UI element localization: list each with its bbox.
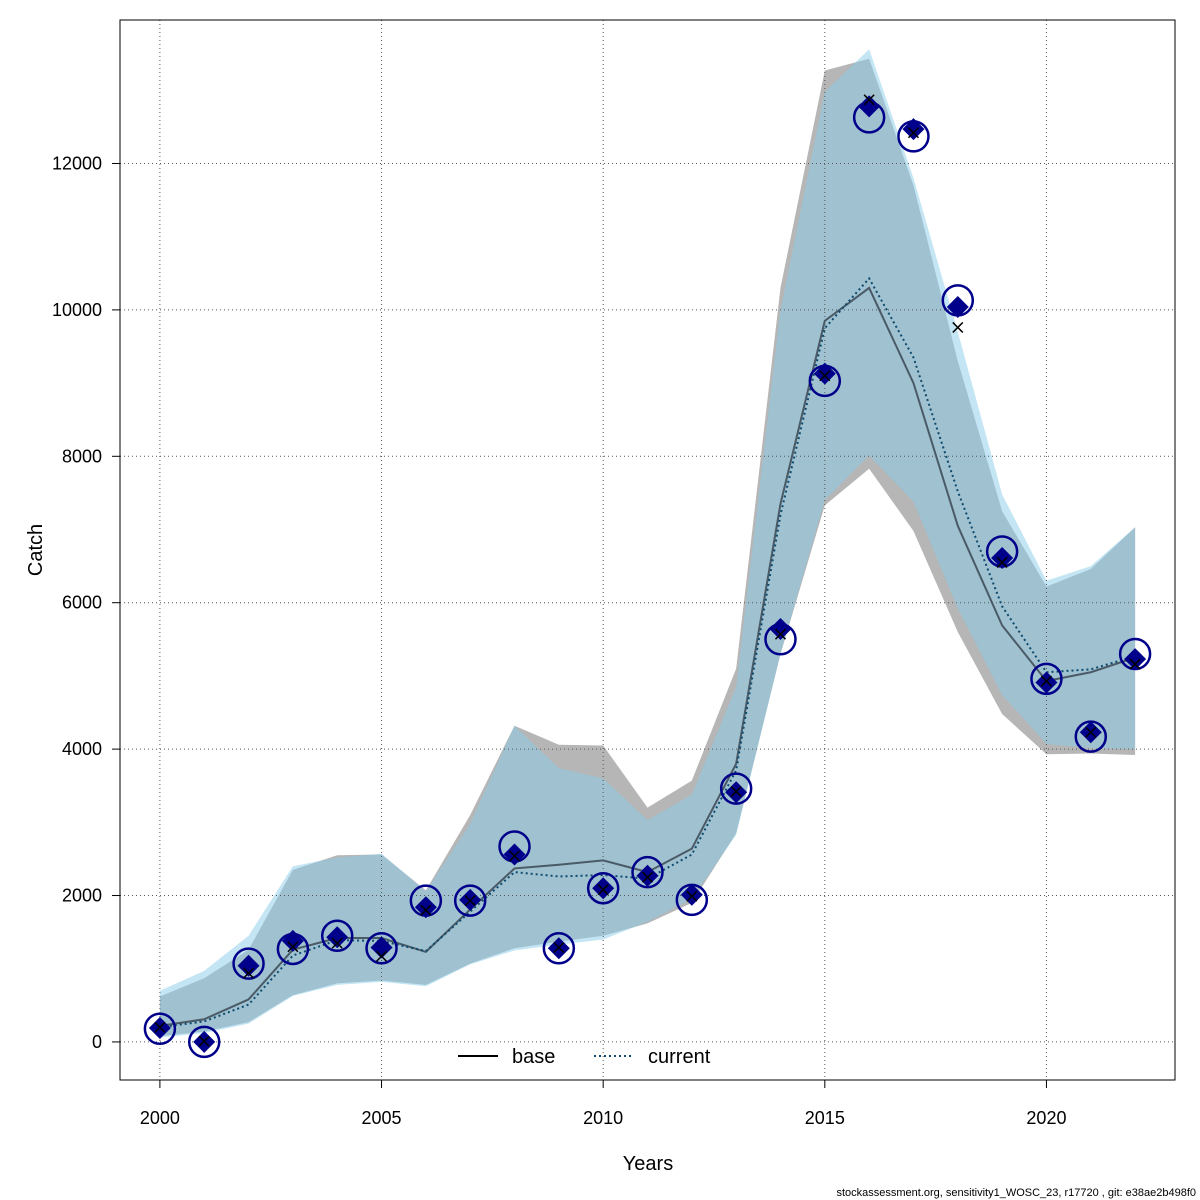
y-tick-label-0: 0 <box>92 1032 102 1052</box>
point-base-2017 <box>902 118 925 141</box>
point-base-2015 <box>813 362 836 385</box>
y-tick-label-4000: 4000 <box>62 739 102 759</box>
y-tick-label-8000: 8000 <box>62 446 102 466</box>
legend-current-label: current <box>648 1046 711 1068</box>
point-current-2000 <box>143 1012 177 1046</box>
point-base-2014 <box>769 618 792 641</box>
point-base-2018 <box>946 295 969 318</box>
point-expected-2001 <box>198 1035 210 1047</box>
legend-base-label: base <box>512 1046 555 1068</box>
point-expected-2002 <box>243 967 255 979</box>
point-expected-2010 <box>597 884 609 896</box>
point-expected-2018 <box>952 321 964 333</box>
x-tick-label-2005: 2005 <box>362 1108 402 1128</box>
point-base-2005 <box>370 936 393 959</box>
point-expected-2006 <box>420 904 432 916</box>
point-base-2020 <box>1035 671 1058 694</box>
point-base-2012 <box>680 883 703 906</box>
point-expected-2021 <box>1085 726 1097 738</box>
point-current-2002 <box>232 947 265 980</box>
confidence-bands <box>159 49 1136 1038</box>
point-base-2003 <box>281 929 304 952</box>
point-base-2006 <box>414 896 437 919</box>
point-current-2020 <box>1030 662 1063 696</box>
footer-text: stockassessment.org, sensitivity1_WOSC_2… <box>836 1187 1196 1199</box>
point-expected-2017 <box>907 127 919 139</box>
y-tick-label-2000: 2000 <box>62 886 102 906</box>
point-expected-2003 <box>287 941 299 953</box>
point-expected-2013 <box>730 786 742 798</box>
y-tick-label-6000: 6000 <box>62 593 102 613</box>
axes: 2000 2005 2010 2015 2020 0 2000 4000 6000 8000 100… <box>52 153 1067 1128</box>
point-current-2005 <box>365 931 398 965</box>
point-expected-2009 <box>553 941 565 954</box>
point-current-2009 <box>542 931 576 965</box>
point-expected-2016 <box>863 94 875 106</box>
x-tick-label-2015: 2015 <box>805 1108 845 1128</box>
point-base-2010 <box>592 877 615 900</box>
point-current-2011 <box>631 855 664 889</box>
point-current-2007 <box>453 884 487 917</box>
point-base-2022 <box>1124 648 1147 671</box>
point-current-2013 <box>719 772 753 805</box>
point-current-2001 <box>187 1025 221 1059</box>
point-base-2011 <box>636 864 659 887</box>
x-axis-title: Years <box>623 1153 673 1175</box>
point-current-2010 <box>586 871 620 905</box>
point-base-2008 <box>503 843 526 866</box>
point-expected-2019 <box>996 556 1008 568</box>
y-tick-label-12000: 12000 <box>52 153 102 173</box>
point-expected-2012 <box>686 890 698 902</box>
point-expected-2008 <box>508 850 521 862</box>
point-expected-2020 <box>1040 675 1052 687</box>
x-tick-label-2010: 2010 <box>583 1108 623 1128</box>
x-tick-label-2000: 2000 <box>140 1108 180 1128</box>
data-points <box>143 94 1152 1059</box>
point-expected-2022 <box>1129 658 1141 670</box>
band-current <box>159 49 1136 1038</box>
point-expected-2000 <box>154 1021 166 1033</box>
point-expected-2007 <box>464 895 476 907</box>
y-axis-title: Catch <box>25 524 47 576</box>
point-expected-2015 <box>819 370 831 382</box>
legend: base current <box>458 1046 711 1068</box>
point-expected-2004 <box>331 937 343 949</box>
point-expected-2005 <box>376 950 388 962</box>
point-base-2016 <box>858 95 881 118</box>
point-expected-2011 <box>641 871 654 883</box>
point-base-2002 <box>237 954 260 977</box>
point-current-2004 <box>320 919 354 953</box>
y-tick-label-10000: 10000 <box>52 300 102 320</box>
grid <box>120 20 1175 1080</box>
x-tick-label-2020: 2020 <box>1026 1108 1066 1128</box>
point-base-2004 <box>326 926 349 949</box>
point-expected-2014 <box>774 628 787 640</box>
point-base-2019 <box>991 547 1014 570</box>
